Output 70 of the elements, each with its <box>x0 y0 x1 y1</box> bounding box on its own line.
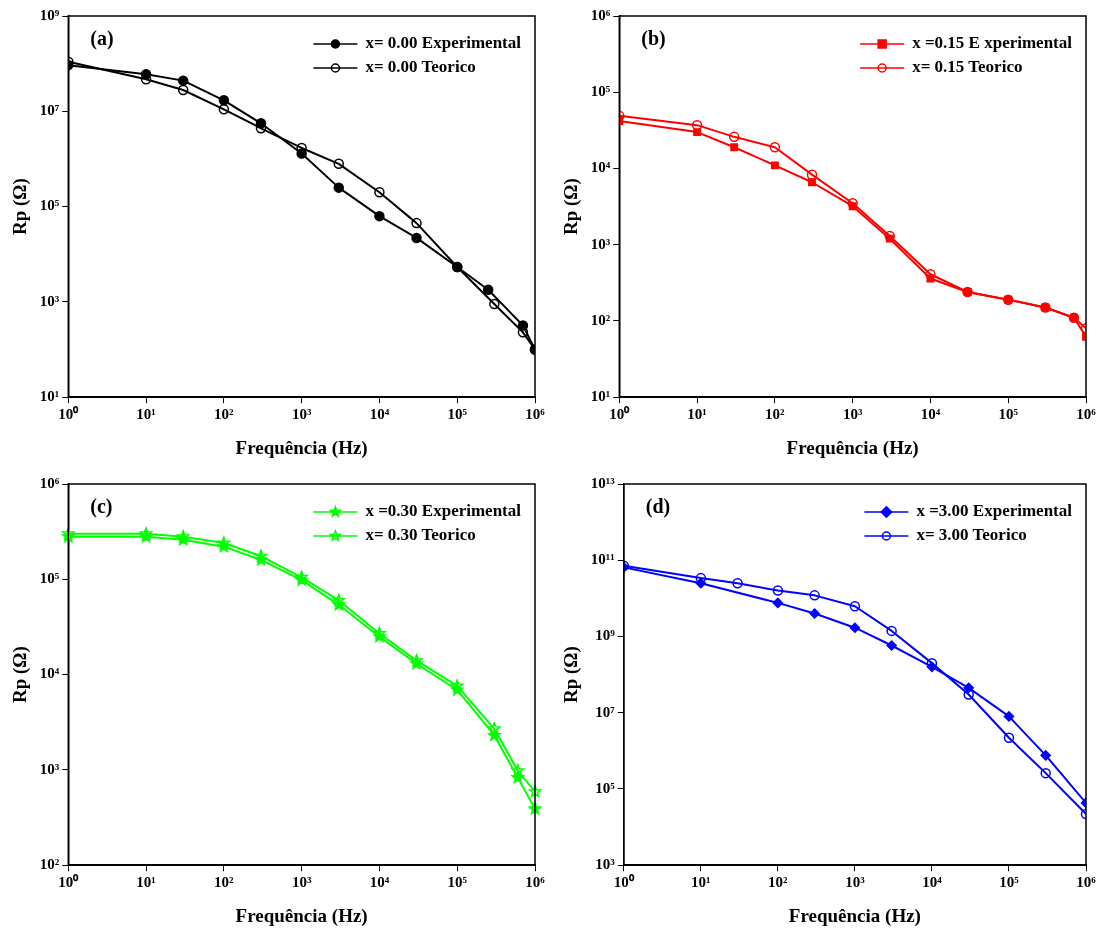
annotation: (d) <box>645 495 671 519</box>
x-tick-label: 10⁰ <box>613 873 635 891</box>
y-tick-label: 10⁶ <box>590 6 611 23</box>
y-tick-label: 10² <box>39 856 60 873</box>
legend-label: x =0.15 E xperimental <box>912 33 1073 53</box>
x-tick-label: 10¹ <box>136 406 156 423</box>
annotation: (c) <box>90 495 113 519</box>
y-tick-label: 10¹ <box>39 388 60 405</box>
y-axis-title: Rp (Ω) <box>9 178 32 236</box>
legend-label: x= 3.00 Teorico <box>916 525 1027 545</box>
x-tick-label: 10⁶ <box>525 874 546 891</box>
x-axis-title: Frequência (Hz) <box>788 904 921 927</box>
x-tick-label: 10³ <box>291 406 312 423</box>
x-tick-label: 10⁰ <box>58 405 80 423</box>
x-axis-title: Frequência (Hz) <box>235 904 368 927</box>
x-tick-label: 10² <box>214 406 235 423</box>
x-tick-label: 10² <box>768 874 789 891</box>
y-tick-label: 10³ <box>590 235 611 252</box>
x-tick-label: 10⁵ <box>999 874 1020 891</box>
y-tick-label: 10¹³ <box>590 474 616 491</box>
y-axis-title: Rp (Ω) <box>560 178 583 236</box>
y-tick-label: 10⁴ <box>590 159 611 176</box>
y-tick-label: 10⁹ <box>39 6 60 23</box>
y-tick-label: 10³ <box>39 760 60 777</box>
x-tick-label: 10⁵ <box>447 874 468 891</box>
y-tick-label: 10⁷ <box>39 102 60 119</box>
y-tick-label: 10⁷ <box>595 703 616 720</box>
y-tick-label: 10⁵ <box>595 779 616 796</box>
x-tick-label: 10⁰ <box>58 873 80 891</box>
y-tick-label: 10² <box>590 311 611 328</box>
annotation: (b) <box>641 27 666 51</box>
x-tick-label: 10⁴ <box>922 874 943 891</box>
legend-label: x =0.30 Experimental <box>365 501 522 521</box>
x-tick-label: 10⁵ <box>998 406 1019 423</box>
x-tick-label: 10¹ <box>136 874 156 891</box>
y-tick-label: 10⁵ <box>39 197 60 214</box>
x-tick-label: 10³ <box>845 874 866 891</box>
y-tick-label: 10³ <box>595 856 616 873</box>
y-tick-label: 10⁴ <box>39 665 60 682</box>
x-tick-label: 10¹ <box>687 406 707 423</box>
x-tick-label: 10⁵ <box>447 406 468 423</box>
x-tick-label: 10⁴ <box>369 406 390 423</box>
x-tick-label: 10² <box>765 406 786 423</box>
legend-label: x= 0.15 Teorico <box>912 57 1023 77</box>
legend-label: x= 0.00 Experimental <box>365 33 522 53</box>
legend-label: x =3.00 Experimental <box>916 501 1073 521</box>
y-tick-label: 10⁵ <box>39 570 60 587</box>
x-tick-label: 10⁰ <box>609 405 631 423</box>
x-tick-label: 10³ <box>842 406 863 423</box>
y-tick-label: 10⁵ <box>590 83 611 100</box>
x-tick-label: 10⁶ <box>1076 874 1097 891</box>
x-tick-label: 10³ <box>291 874 312 891</box>
annotation: (a) <box>90 27 114 51</box>
y-tick-label: 10⁶ <box>39 474 60 491</box>
y-axis-title: Rp (Ω) <box>9 646 32 704</box>
x-axis-title: Frequência (Hz) <box>235 436 368 459</box>
x-tick-label: 10⁴ <box>920 406 941 423</box>
y-tick-label: 10¹¹ <box>590 551 615 568</box>
x-tick-label: 10¹ <box>691 874 711 891</box>
x-tick-label: 10² <box>214 874 235 891</box>
x-axis-title: Frequência (Hz) <box>786 436 919 459</box>
y-axis-title: Rp (Ω) <box>560 646 583 704</box>
y-tick-label: 10¹ <box>590 388 611 405</box>
y-tick-label: 10³ <box>39 292 60 309</box>
legend-label: x= 0.30 Teorico <box>365 525 476 545</box>
legend-label: x= 0.00 Teorico <box>365 57 476 77</box>
x-tick-label: 10⁶ <box>525 406 546 423</box>
x-tick-label: 10⁶ <box>1076 406 1097 423</box>
x-tick-label: 10⁴ <box>369 874 390 891</box>
y-tick-label: 10⁹ <box>595 627 616 644</box>
